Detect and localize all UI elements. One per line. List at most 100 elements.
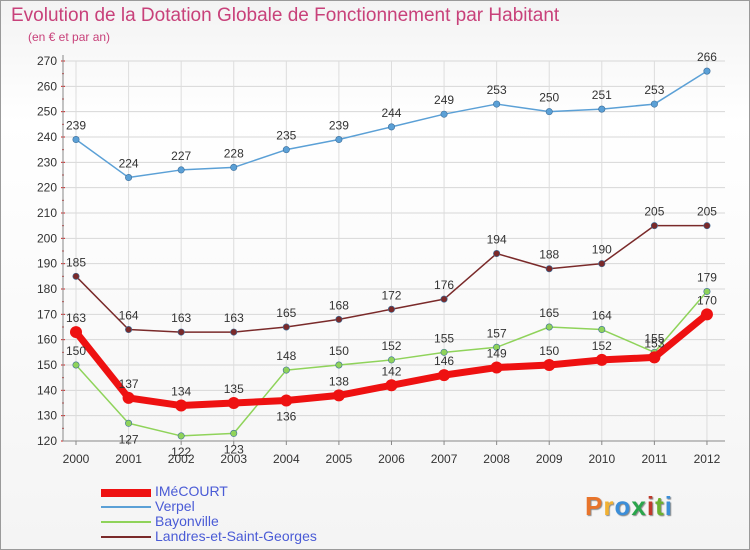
data-label-landres-et-saint-georges-2004: 165 xyxy=(276,306,296,320)
data-label-landres-et-saint-georges-2012: 205 xyxy=(697,205,717,219)
legend-label-verpel: Verpel xyxy=(155,498,195,514)
logo-letter: i xyxy=(664,491,673,521)
data-point-verpel-2003 xyxy=(230,163,238,171)
data-label-verpel-2001: 224 xyxy=(119,157,139,171)
data-label-landres-et-saint-georges-2005: 168 xyxy=(329,298,349,312)
data-label-bayonville-2006: 152 xyxy=(381,339,401,353)
data-label-verpel-2008: 253 xyxy=(487,83,507,97)
y-tick-label-130: 130 xyxy=(37,409,57,423)
data-label-verpel-2002: 227 xyxy=(171,149,191,163)
y-tick-label-230: 230 xyxy=(37,155,57,169)
data-label-im-court-2012: 170 xyxy=(697,293,717,307)
logo-letter: t xyxy=(655,491,665,521)
data-label-im-court-2005: 138 xyxy=(329,374,349,388)
data-label-im-court-2003: 135 xyxy=(224,382,244,396)
data-point-bayonville-2010 xyxy=(598,326,606,334)
y-tick-label-150: 150 xyxy=(37,358,57,372)
y-tick-label-250: 250 xyxy=(37,105,57,119)
data-point-verpel-2005 xyxy=(335,136,343,144)
data-point-verpel-2001 xyxy=(125,174,133,182)
chart-axes: 120 130 140 150 160 170 180 190 200 210 220 230 240 2… xyxy=(37,54,725,466)
data-point-landres-et-saint-georges-2010 xyxy=(598,260,606,268)
data-point-landres-et-saint-georges-2003 xyxy=(230,328,238,336)
data-point-bayonville-2001 xyxy=(125,419,133,427)
data-point-bayonville-2008 xyxy=(493,343,501,351)
x-tick-label-2005: 2005 xyxy=(326,452,353,466)
data-label-im-court-2006: 142 xyxy=(381,364,401,378)
data-label-verpel-2003: 228 xyxy=(224,146,244,160)
logo-letter: i xyxy=(646,491,656,521)
data-label-verpel-2010: 251 xyxy=(592,88,612,102)
data-point-landres-et-saint-georges-2001 xyxy=(125,326,133,334)
data-point-im-court-2002 xyxy=(175,399,188,412)
data-point-landres-et-saint-georges-2009 xyxy=(545,265,553,273)
x-tick-label-2009: 2009 xyxy=(536,452,563,466)
data-label-landres-et-saint-georges-2003: 163 xyxy=(224,311,244,325)
logo-letter: r xyxy=(603,491,615,521)
x-tick-label-2002: 2002 xyxy=(168,452,195,466)
legend-label-landres: Landres-et-Saint-Georges xyxy=(155,528,317,544)
proxiti-logo: Proxiti xyxy=(585,491,673,522)
y-tick-label-180: 180 xyxy=(37,282,57,296)
data-label-landres-et-saint-georges-2010: 190 xyxy=(592,243,612,257)
data-point-landres-et-saint-georges-2000 xyxy=(72,272,80,280)
data-label-landres-et-saint-georges-2001: 164 xyxy=(119,309,139,323)
data-point-bayonville-2006 xyxy=(387,356,395,364)
data-label-bayonville-2005: 150 xyxy=(329,344,349,358)
data-point-bayonville-2005 xyxy=(335,361,343,369)
y-tick-label-260: 260 xyxy=(37,79,57,93)
y-tick-label-240: 240 xyxy=(37,130,57,144)
data-point-verpel-2010 xyxy=(598,105,606,113)
data-point-im-court-2011 xyxy=(648,351,661,364)
y-tick-label-140: 140 xyxy=(37,383,57,397)
x-tick-label-2007: 2007 xyxy=(431,452,458,466)
data-label-landres-et-saint-georges-2002: 163 xyxy=(171,311,191,325)
data-label-landres-et-saint-georges-2000: 185 xyxy=(66,255,86,269)
x-tick-label-2004: 2004 xyxy=(273,452,300,466)
data-label-verpel-2012: 266 xyxy=(697,50,717,64)
logo-letter: x xyxy=(631,491,647,521)
y-tick-label-270: 270 xyxy=(37,54,57,68)
data-point-bayonville-2009 xyxy=(545,323,553,331)
y-tick-label-120: 120 xyxy=(37,434,57,448)
data-label-landres-et-saint-georges-2006: 172 xyxy=(381,288,401,302)
data-label-verpel-2006: 244 xyxy=(381,106,401,120)
data-point-landres-et-saint-georges-2007 xyxy=(440,295,448,303)
data-label-bayonville-2003: 123 xyxy=(224,442,244,456)
data-point-im-court-2005 xyxy=(332,389,345,402)
data-point-im-court-2009 xyxy=(543,359,556,371)
x-tick-label-2006: 2006 xyxy=(378,452,405,466)
data-point-verpel-2011 xyxy=(650,100,658,108)
data-point-landres-et-saint-georges-2012 xyxy=(703,222,711,230)
data-point-im-court-2001 xyxy=(122,391,135,404)
data-point-im-court-2012 xyxy=(700,308,713,321)
logo-letter: P xyxy=(585,491,604,521)
data-point-verpel-2012 xyxy=(703,67,711,75)
data-point-verpel-2004 xyxy=(282,146,290,154)
x-tick-label-2011: 2011 xyxy=(641,452,667,466)
legend-swatch-imecourt xyxy=(101,489,151,497)
x-tick-label-2008: 2008 xyxy=(483,452,510,466)
data-label-im-court-2008: 149 xyxy=(487,347,507,361)
data-label-verpel-2004: 235 xyxy=(276,129,296,143)
data-label-im-court-2009: 150 xyxy=(539,344,559,358)
legend-swatch-verpel xyxy=(101,506,151,508)
data-point-bayonville-2004 xyxy=(282,366,290,374)
data-point-landres-et-saint-georges-2011 xyxy=(650,222,658,230)
chart-title: Evolution de la Dotation Globale de Fonc… xyxy=(11,5,560,26)
y-tick-label-190: 190 xyxy=(37,257,57,271)
chart-series xyxy=(70,67,713,440)
data-point-verpel-2008 xyxy=(493,100,501,108)
data-label-verpel-2011: 253 xyxy=(644,83,664,97)
legend-label-imecourt: IMéCOURT xyxy=(155,483,228,499)
data-label-verpel-2009: 250 xyxy=(539,91,559,105)
data-label-landres-et-saint-georges-2007: 176 xyxy=(434,278,454,292)
data-point-bayonville-2000 xyxy=(72,361,80,369)
data-point-landres-et-saint-georges-2002 xyxy=(177,328,185,336)
x-tick-label-2003: 2003 xyxy=(220,452,247,466)
data-label-im-court-2004: 136 xyxy=(276,409,296,423)
data-point-bayonville-2012 xyxy=(703,288,711,296)
data-label-landres-et-saint-georges-2008: 194 xyxy=(487,233,507,247)
data-point-im-court-2006 xyxy=(385,379,398,392)
